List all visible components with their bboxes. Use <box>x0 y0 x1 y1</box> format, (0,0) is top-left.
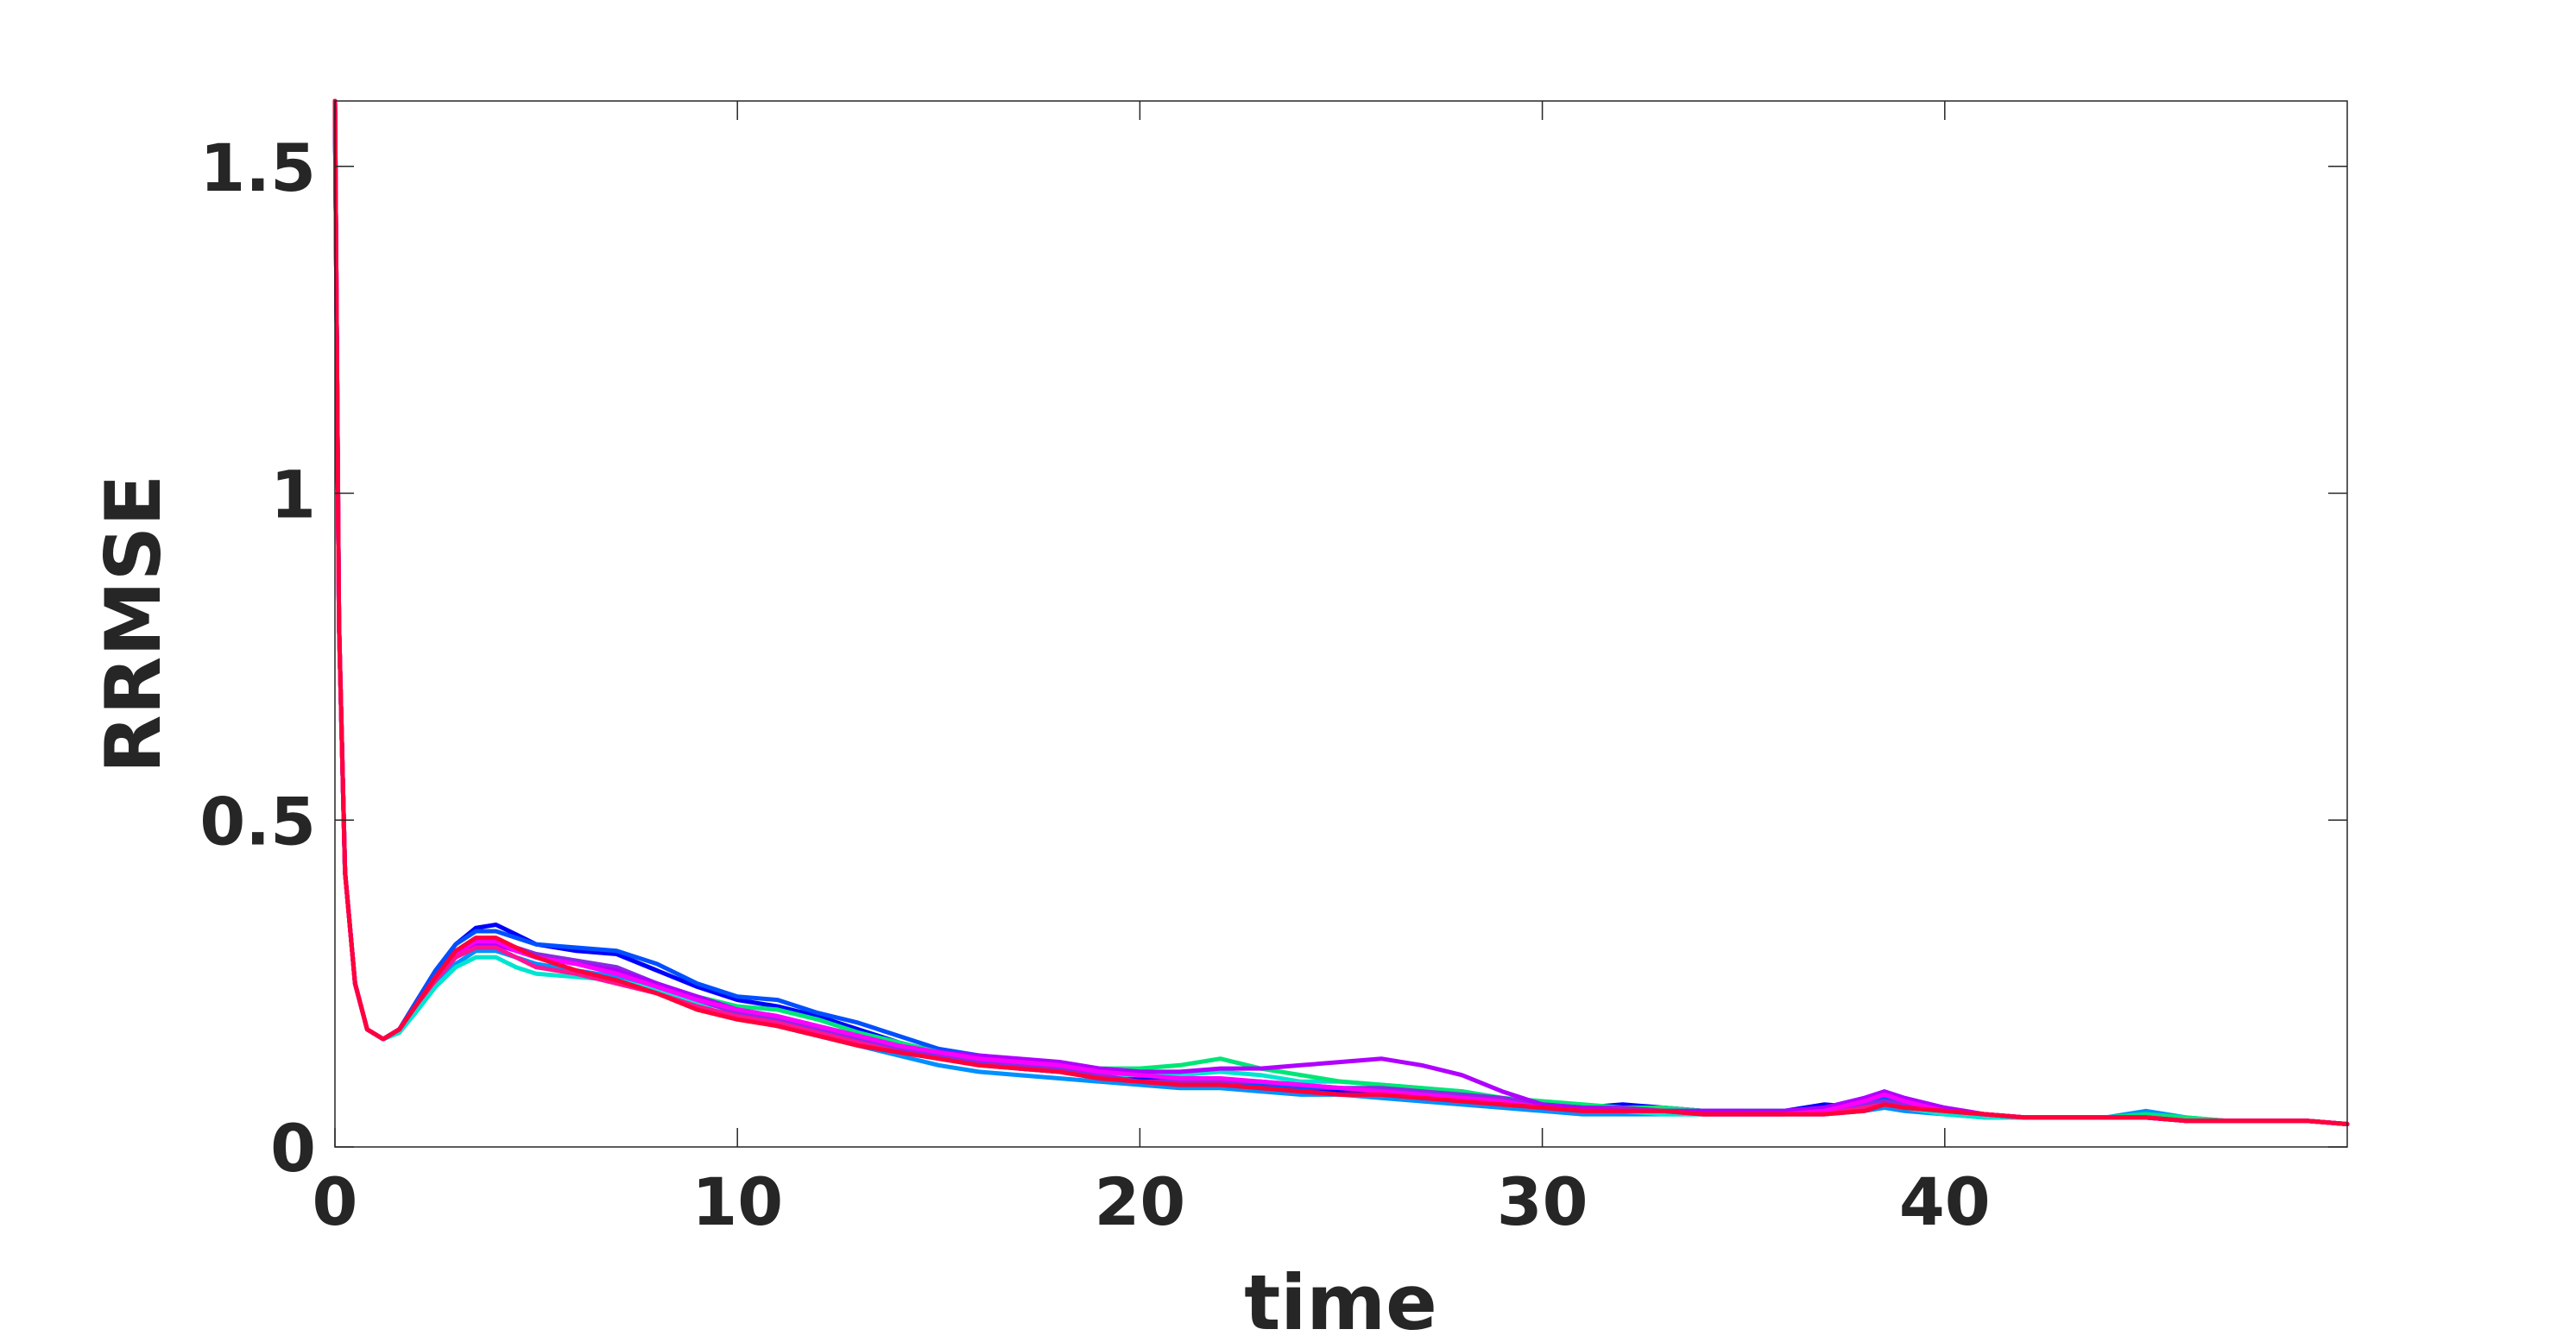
x-tick-label: 10 <box>691 1163 783 1240</box>
series-layer <box>332 98 2350 1126</box>
y-axis-label: RRMSE <box>89 475 178 774</box>
series-line-4 <box>332 98 2350 1126</box>
x-tick-label: 30 <box>1497 1163 1588 1240</box>
series-line-10 <box>332 98 2350 1126</box>
x-tick-label: 40 <box>1899 1163 1991 1240</box>
x-axis-label: time <box>1244 1258 1437 1342</box>
tick-layer: 0 10 20 30 40 0 0.5 1 1.5 <box>199 101 2347 1240</box>
y-tick-label: 1.5 <box>199 129 316 206</box>
x-tick-label: 20 <box>1095 1163 1186 1240</box>
y-tick-label: 1 <box>270 457 316 533</box>
series-line-7 <box>332 98 2350 1126</box>
x-tick-label: 0 <box>313 1163 358 1240</box>
y-tick-label: 0 <box>270 1110 316 1187</box>
plot-frame <box>334 100 2348 1148</box>
y-tick-label: 0.5 <box>199 783 316 860</box>
